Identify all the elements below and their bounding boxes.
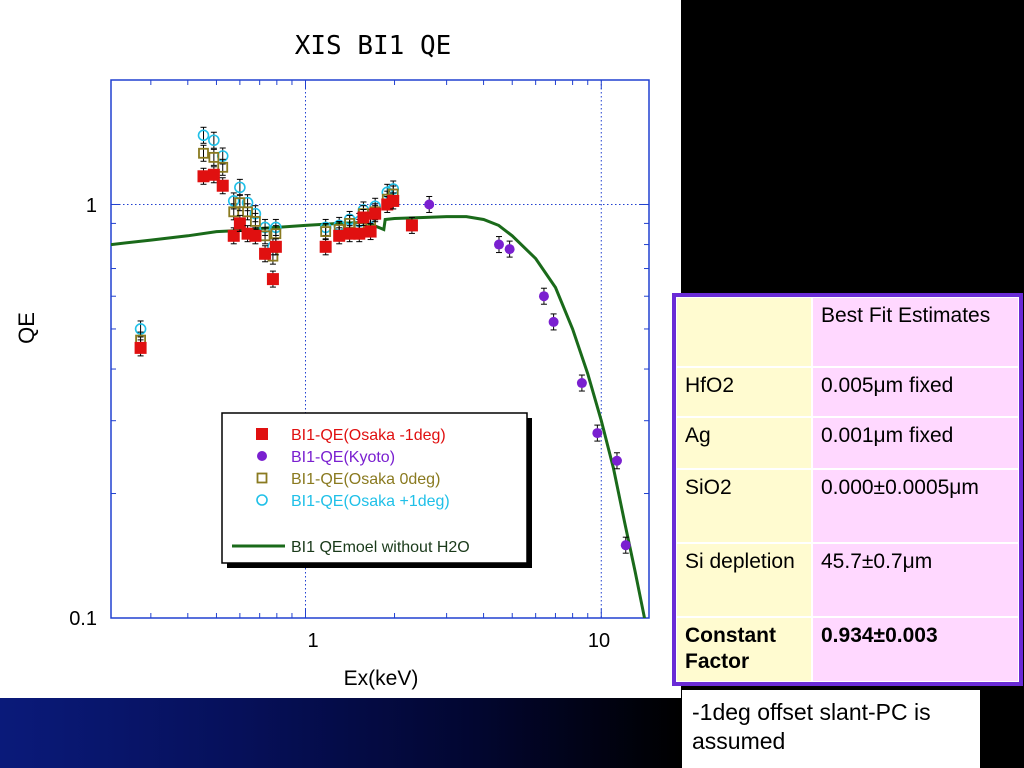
legend-marker <box>257 451 267 461</box>
table-param-si-depletion: Si depletion <box>676 543 812 617</box>
legend: BI1-QE(Osaka -1deg) BI1-QE(Kyoto) BI1-QE(O… <box>221 412 532 568</box>
legend-marker <box>256 494 268 506</box>
data-point <box>217 161 229 173</box>
data-point <box>249 229 262 242</box>
legend-label: BI1-QE(Osaka 0deg) <box>291 471 440 488</box>
data-point <box>320 226 332 237</box>
data-point <box>197 129 210 142</box>
x-axis-label: Ex(keV) <box>344 667 419 690</box>
x-tick-label-10: 10 <box>588 630 610 652</box>
data-point <box>242 206 253 218</box>
data-point <box>387 194 400 207</box>
y-tick-label-1: 1 <box>86 195 97 217</box>
data-point <box>197 170 210 183</box>
data-point <box>269 240 282 253</box>
data-point <box>548 316 559 327</box>
data-point <box>134 341 147 354</box>
data-point <box>538 291 549 302</box>
x-tick-label-1: 1 <box>307 630 318 652</box>
legend-box <box>221 412 528 564</box>
data-point <box>208 134 220 147</box>
data-point <box>198 147 209 159</box>
fit-estimates-table: Best Fit Estimates HfO2 0.005μm fixed Ag… <box>672 293 1023 686</box>
legend-label: BI1 QEmoel without H2O <box>291 539 470 556</box>
legend-label: BI1-QE(Kyoto) <box>291 449 395 466</box>
data-point <box>234 181 246 194</box>
note-text: -1deg offset slant-PC is assumed <box>682 690 980 768</box>
data-point <box>228 206 240 218</box>
data-point <box>233 217 246 230</box>
table-param-hfo2: HfO2 <box>676 367 812 417</box>
series-0 <box>134 166 418 357</box>
table-param-ag: Ag <box>676 417 812 469</box>
table-param-sio2: SiO2 <box>676 469 812 543</box>
table-header-blank <box>676 297 812 367</box>
plot-frame <box>110 79 650 619</box>
legend-marker <box>256 428 268 440</box>
data-point <box>234 197 246 209</box>
data-points-layer <box>134 126 631 554</box>
data-point <box>319 240 332 253</box>
data-point <box>357 211 370 224</box>
data-point <box>504 244 515 255</box>
chart-panel <box>0 0 681 698</box>
data-point <box>207 168 220 181</box>
data-point <box>353 227 366 240</box>
table-value-si-depletion: 45.7±0.7μm <box>812 543 1019 617</box>
data-point <box>216 179 229 192</box>
table-param-constant-factor: Constant Factor <box>676 617 812 682</box>
data-point <box>270 228 282 240</box>
table-value-constant-factor: 0.934±0.003 <box>812 617 1019 682</box>
data-point <box>227 229 240 242</box>
data-point <box>369 207 382 220</box>
legend-label: BI1-QE(Osaka +1deg) <box>291 493 450 510</box>
data-point <box>343 227 356 240</box>
data-point <box>620 540 631 551</box>
data-point <box>424 199 435 210</box>
series-1 <box>424 195 631 554</box>
data-point <box>208 151 220 163</box>
table-value-sio2: 0.000±0.0005μm <box>812 469 1019 543</box>
data-point <box>364 225 377 238</box>
data-point <box>249 216 261 227</box>
data-point <box>333 229 346 242</box>
data-point <box>576 378 587 389</box>
series-2 <box>135 144 399 349</box>
y-tick-label-0.1: 0.1 <box>69 608 97 630</box>
data-point <box>611 455 622 466</box>
data-point <box>493 239 504 250</box>
data-point <box>266 273 279 286</box>
legend-entries: BI1-QE(Osaka -1deg) BI1-QE(Kyoto) BI1-QE(O… <box>232 427 470 556</box>
table-value-ag: 0.001μm fixed <box>812 417 1019 469</box>
table-header-best-fit: Best Fit Estimates <box>812 297 1019 367</box>
data-point <box>592 428 603 439</box>
chart-title: XIS BI1 QE <box>295 31 452 61</box>
legend-marker <box>256 472 268 484</box>
bottom-gradient-band <box>0 698 681 768</box>
data-point <box>259 247 272 260</box>
axis-ticks <box>111 79 649 618</box>
qe-chart: XIS BI1 QE 1 0.1 1 10 Ex(keV) QE BI1-QE(… <box>14 31 650 690</box>
y-axis-label: QE <box>14 312 39 344</box>
data-point <box>405 219 418 232</box>
legend-label: BI1-QE(Osaka -1deg) <box>291 427 446 444</box>
table-value-hfo2: 0.005μm fixed <box>812 367 1019 417</box>
